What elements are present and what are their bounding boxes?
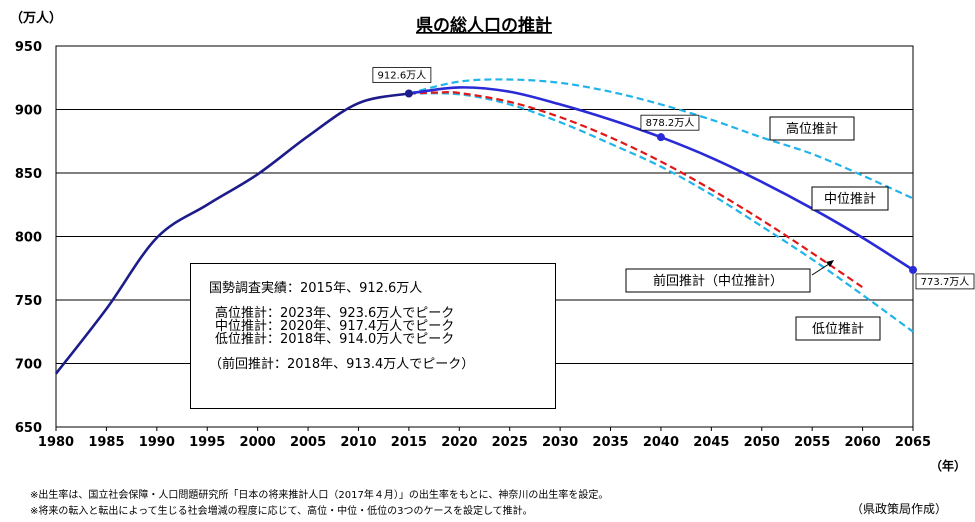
series-label: 前回推計（中位推計） xyxy=(653,273,783,289)
series-label: 中位推計 xyxy=(824,191,876,207)
footnote-migration: ※将来の転入と転出によって生じる社会増減の程度に応じて、高位・中位・低位の3つの… xyxy=(30,502,533,517)
series-label: 低位推計 xyxy=(812,321,864,337)
x-axis-unit: （年） xyxy=(930,458,966,473)
x-tick-label: 2005 xyxy=(290,435,326,450)
x-tick-label: 2050 xyxy=(744,435,780,450)
chart-title: 県の総人口の推計 xyxy=(416,15,552,36)
data-point-marker xyxy=(909,266,917,274)
y-tick-label: 950 xyxy=(15,40,42,55)
x-tick-label: 2040 xyxy=(643,435,679,450)
data-point-marker xyxy=(405,89,413,97)
x-tick-label: 1995 xyxy=(189,435,225,450)
point-label: 773.7万人 xyxy=(921,276,970,288)
x-tick-label: 2055 xyxy=(794,435,830,450)
x-tick-label: 1985 xyxy=(88,435,124,450)
summary-actual: 国勢調査実績：2015年、912.6万人 xyxy=(209,282,555,295)
y-tick-label: 700 xyxy=(15,358,42,373)
data-point-marker xyxy=(657,133,665,141)
y-axis-unit: （万人） xyxy=(10,10,62,26)
summary-box: 国勢調査実績：2015年、912.6万人 高位推計：2023年、923.6万人で… xyxy=(190,263,556,409)
x-tick-label: 2030 xyxy=(542,435,578,450)
point-label: 878.2万人 xyxy=(646,117,695,129)
x-tick-label: 2010 xyxy=(340,435,376,450)
x-tick-label: 2060 xyxy=(844,435,880,450)
x-tick-label: 2025 xyxy=(492,435,528,450)
point-label: 912.6万人 xyxy=(378,69,427,81)
y-tick-label: 900 xyxy=(15,104,42,119)
y-tick-label: 750 xyxy=(15,294,42,309)
series-label: 高位推計 xyxy=(786,121,838,137)
x-tick-label: 2035 xyxy=(592,435,628,450)
x-tick-label: 1980 xyxy=(38,435,74,450)
series-line xyxy=(409,87,913,270)
footnote-birthrate: ※出生率は、国立社会保障・人口問題研究所「日本の将来推計人口（2017年４月）」… xyxy=(30,486,608,501)
x-tick-label: 2015 xyxy=(391,435,427,450)
x-tick-label: 2065 xyxy=(895,435,931,450)
x-tick-label: 2000 xyxy=(240,435,276,450)
summary-previous: （前回推計：2018年、913.4万人でピーク） xyxy=(209,358,555,371)
summary-low: 低位推計：2018年、914.0万人でピーク xyxy=(215,333,555,346)
y-tick-label: 850 xyxy=(15,167,42,182)
x-tick-label: 1990 xyxy=(139,435,175,450)
y-tick-label: 650 xyxy=(15,421,42,436)
source-credit: （県政策局作成） xyxy=(851,500,947,517)
x-tick-label: 2020 xyxy=(441,435,477,450)
y-tick-label: 800 xyxy=(15,231,42,246)
x-tick-label: 2045 xyxy=(693,435,729,450)
